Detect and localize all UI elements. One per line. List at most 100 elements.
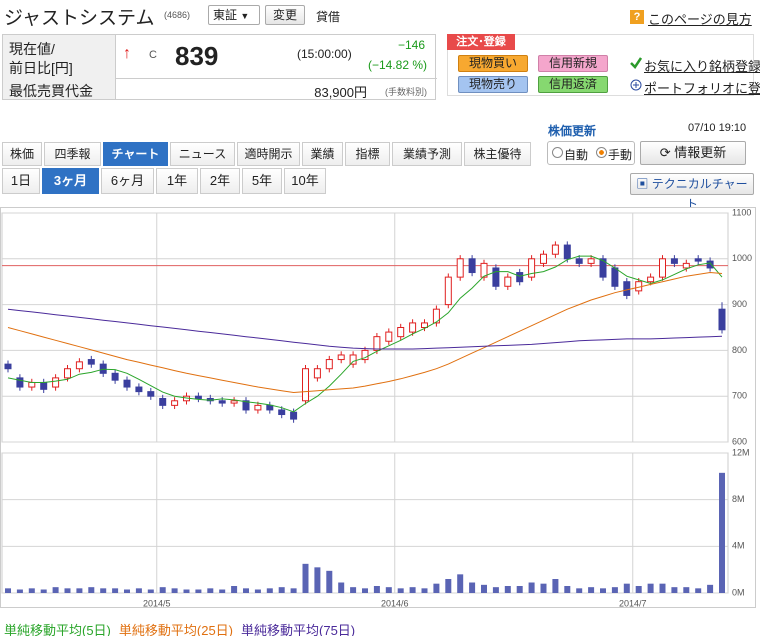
- volume-bar: [433, 583, 440, 593]
- volume-bar: [409, 587, 416, 593]
- stock-name: ジャストシステム: [4, 8, 155, 29]
- tab[interactable]: 株価: [2, 142, 42, 166]
- candle-body: [492, 267, 500, 287]
- volume-bar: [135, 588, 142, 593]
- change: −146: [397, 38, 425, 52]
- portfolio-link[interactable]: ポートフォリオに登録: [644, 81, 760, 96]
- candle-body: [230, 400, 238, 404]
- x-tick-label: 2014/6: [381, 598, 409, 608]
- volume-bar: [290, 588, 297, 593]
- candle-body: [575, 258, 583, 264]
- legend-entry: 単純移動平均(75日): [241, 623, 356, 636]
- legend-entry: 単純移動平均(25日): [118, 623, 234, 636]
- volume-bar: [683, 587, 690, 593]
- change-button[interactable]: 変更: [265, 5, 305, 25]
- volume-bar: [243, 588, 249, 593]
- tab[interactable]: 株主優待: [464, 142, 531, 166]
- candle-body: [28, 381, 36, 388]
- tab[interactable]: 業績予測: [392, 142, 462, 166]
- period-tab[interactable]: 3ヶ月: [42, 168, 99, 194]
- candle-body: [563, 244, 571, 260]
- auto-option[interactable]: 自動: [564, 148, 589, 162]
- volume-bar: [278, 587, 285, 593]
- candle-body: [194, 395, 202, 399]
- tab[interactable]: 適時開示: [237, 142, 300, 166]
- refresh-button[interactable]: ⟳ 情報更新: [640, 141, 746, 165]
- candle-body: [528, 258, 536, 278]
- volume-bar: [445, 579, 452, 593]
- volume-bar: [647, 583, 654, 593]
- volume-panel: [1, 452, 729, 594]
- volume-bar: [314, 567, 321, 593]
- candle-body: [52, 377, 60, 388]
- margin-type: 貸借: [316, 10, 341, 24]
- candle-body: [64, 368, 71, 379]
- help-link[interactable]: このページの見方: [648, 12, 752, 27]
- volume-bar: [338, 582, 345, 593]
- volume-bar: [373, 586, 380, 593]
- price-time: (15:00:00): [297, 47, 352, 61]
- radio[interactable]: [596, 147, 607, 158]
- y-tick-label: 1000: [732, 253, 752, 263]
- candle-body: [302, 368, 309, 402]
- period-tab[interactable]: 1日: [2, 168, 40, 194]
- tab[interactable]: ニュース: [170, 142, 235, 166]
- label-cell: [3, 79, 116, 99]
- volume-bar: [564, 586, 571, 593]
- volume-bar: [40, 589, 47, 593]
- volume-bar: [623, 583, 630, 593]
- manual-option[interactable]: 手動: [608, 148, 633, 162]
- tab[interactable]: 指標: [345, 142, 390, 166]
- volume-bar: [481, 584, 487, 593]
- price-panel: [1, 212, 729, 443]
- candle-body: [266, 404, 274, 411]
- price: 839: [175, 41, 219, 71]
- candle-body: [540, 253, 547, 264]
- volume-bar: [695, 588, 702, 593]
- period-tab[interactable]: 5年: [242, 168, 282, 194]
- tab[interactable]: 業績: [302, 142, 343, 166]
- y-tick-label: 900: [732, 299, 747, 309]
- favorite-link[interactable]: お気に入り銘柄登録: [644, 59, 760, 74]
- sell-button[interactable]: 現物売り: [458, 76, 528, 93]
- margin-new-button[interactable]: 信用新規: [538, 55, 608, 72]
- period-tab[interactable]: 2年: [200, 168, 240, 194]
- buy-button[interactable]: 現物買い: [458, 55, 528, 72]
- volume-bar: [540, 583, 547, 593]
- volume-bar: [219, 589, 226, 593]
- volume-bar: [397, 588, 404, 593]
- volume-bar: [254, 589, 261, 593]
- candle-body: [647, 276, 655, 283]
- candle-body: [325, 359, 333, 370]
- candle-body: [385, 331, 393, 342]
- candle-body: [123, 379, 131, 388]
- period-tab[interactable]: 1年: [156, 168, 198, 194]
- tab[interactable]: チャート: [103, 142, 168, 166]
- tab[interactable]: 四季報: [44, 142, 101, 166]
- period-tab[interactable]: 10年: [284, 168, 326, 194]
- margin-repay-button[interactable]: 信用返済: [538, 76, 608, 93]
- technical-button[interactable]: ▣ テクニカルチャート: [630, 173, 754, 211]
- market: 東証: [213, 8, 238, 22]
- x-tick-label: 2014/7: [619, 598, 647, 608]
- market-select[interactable]: 東証 ▼: [208, 5, 260, 25]
- volume-bar: [64, 588, 71, 593]
- candle-body: [111, 372, 119, 381]
- candle-body: [432, 308, 440, 324]
- y-tick-label: 700: [732, 391, 747, 401]
- x-tick-label: 2014/5: [143, 598, 171, 608]
- volume-bar: [528, 582, 535, 593]
- candle-body: [397, 327, 405, 338]
- volume-bar: [76, 588, 83, 593]
- chart: 600 700 800 900 1000 1100 0M 4M 8M 12M 2014/5 2014/…: [0, 207, 756, 608]
- radio[interactable]: [552, 147, 563, 158]
- candle-body: [135, 386, 143, 393]
- candle-body: [349, 354, 357, 365]
- help-icon: ?: [630, 10, 644, 24]
- moving-average: [7, 255, 723, 413]
- volume-bar: [171, 588, 178, 593]
- row-divider: [115, 78, 437, 79]
- period-tab[interactable]: 6ヶ月: [101, 168, 154, 194]
- candle-body: [290, 411, 298, 420]
- volume-bar: [516, 586, 523, 593]
